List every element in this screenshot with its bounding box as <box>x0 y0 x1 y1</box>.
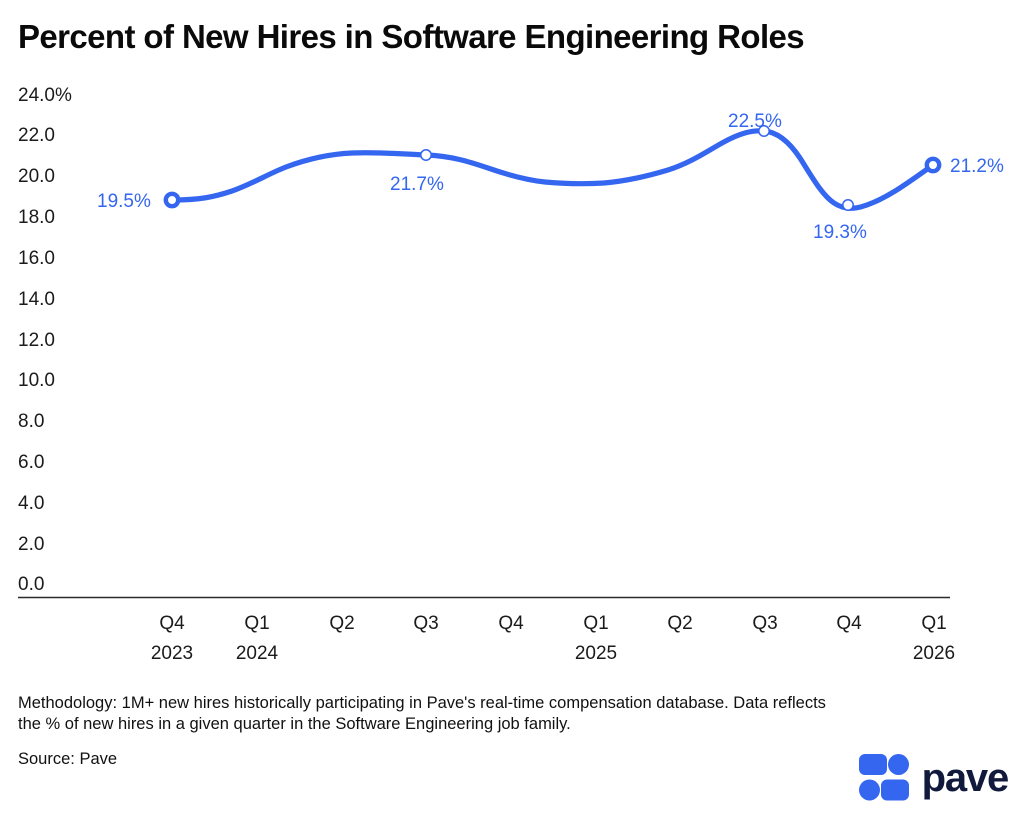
x-tick-quarter: Q1 <box>244 613 269 634</box>
x-tick-quarter: Q4 <box>836 613 862 634</box>
x-tick-year: 2026 <box>913 643 955 664</box>
pave-logo-mark-icon <box>858 754 909 801</box>
y-tick-label: 18.0 <box>18 207 55 228</box>
footer: Methodology: 1M+ new hires historically … <box>18 693 848 770</box>
x-tick-quarter: Q3 <box>752 613 777 634</box>
x-tick-year: 2023 <box>151 643 193 664</box>
x-tick-quarter: Q1 <box>921 613 946 634</box>
data-label: 19.5% <box>97 191 151 212</box>
page-title: Percent of New Hires in Software Enginee… <box>18 18 805 55</box>
y-tick-label: 4.0 <box>18 493 44 514</box>
data-point-marker[interactable] <box>924 156 942 174</box>
x-tick-quarter: Q4 <box>498 613 524 634</box>
y-tick-label: 16.0 <box>18 248 55 269</box>
data-point-marker[interactable] <box>420 149 432 161</box>
x-tick-quarter: Q2 <box>667 613 692 634</box>
y-tick-label: 10.0 <box>18 370 55 391</box>
chart-svg: 24.0% 22.0 20.0 18.0 16.0 14.0 12.0 10.0… <box>18 85 1004 664</box>
x-tick-quarter: Q1 <box>583 613 608 634</box>
y-tick-label: 20.0 <box>18 166 55 187</box>
data-label: 21.2% <box>950 156 1004 177</box>
x-tick-year: 2024 <box>236 643 279 664</box>
data-line <box>169 128 936 211</box>
data-point-marker[interactable] <box>758 125 770 137</box>
x-axis-tick-labels: Q4 Q1 Q2 Q3 Q4 Q1 Q2 Q3 Q4 Q1 2023 2024 … <box>151 613 955 664</box>
source-text: Source: Pave <box>18 750 118 768</box>
x-tick-quarter: Q3 <box>413 613 438 634</box>
x-tick-quarter: Q4 <box>159 613 185 634</box>
data-label: 22.5% <box>728 111 782 132</box>
y-tick-label: 14.0 <box>18 289 55 310</box>
pave-logo: pave <box>858 754 1010 801</box>
line-chart: 24.0% 22.0 20.0 18.0 16.0 14.0 12.0 10.0… <box>18 85 1004 664</box>
data-point-marker[interactable] <box>842 199 854 211</box>
y-tick-label: 22.0 <box>18 125 55 146</box>
y-tick-label: 6.0 <box>18 452 44 473</box>
y-tick-label: 0.0 <box>18 574 44 595</box>
y-tick-label: 12.0 <box>18 330 55 351</box>
y-axis-tick-labels: 24.0% 22.0 20.0 18.0 16.0 14.0 12.0 10.0… <box>18 85 72 595</box>
y-tick-label: 8.0 <box>18 411 44 432</box>
data-label: 19.3% <box>813 222 867 243</box>
data-point-markers <box>163 125 942 211</box>
pave-logo-wordmark: pave <box>921 755 1010 800</box>
y-tick-label: 24.0% <box>18 85 72 106</box>
x-tick-year: 2025 <box>575 643 617 664</box>
x-tick-quarter: Q2 <box>329 613 354 634</box>
methodology-text: Methodology: 1M+ new hires historically … <box>18 694 826 733</box>
data-label: 21.7% <box>390 174 444 195</box>
y-tick-label: 2.0 <box>18 534 44 555</box>
data-point-labels: 19.5% 21.7% 22.5% 19.3% 21.2% <box>97 111 1004 243</box>
data-point-marker[interactable] <box>163 191 181 209</box>
